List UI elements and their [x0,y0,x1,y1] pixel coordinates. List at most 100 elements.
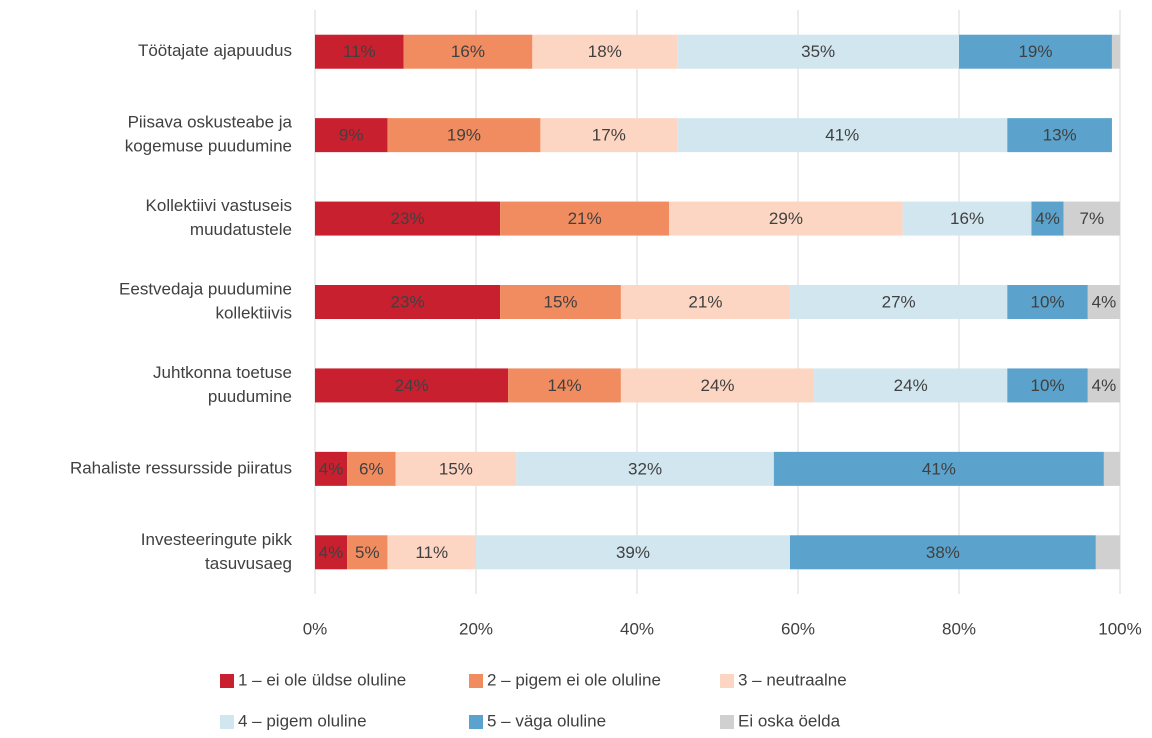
bar-segment [516,451,774,486]
bar-segment [540,118,678,153]
data-label: 32% [628,459,662,478]
data-label: 24% [700,376,734,395]
data-label: 19% [1018,42,1052,61]
data-label: 13% [1043,126,1077,145]
bar-segment [532,34,678,69]
bar-segment [315,201,501,236]
y-tick-label: tasuvusaeg [205,554,292,573]
bar-segment [814,368,1008,403]
data-label: 21% [568,209,602,228]
legend-label: 4 – pigem oluline [238,711,367,730]
data-label: 11% [415,543,448,562]
y-tick-label: muudatustele [190,220,292,239]
data-label: 10% [1031,292,1065,311]
legend-swatch [469,715,483,729]
legend-swatch [469,674,483,688]
x-tick-label: 0% [303,619,328,638]
bar-segment [403,34,533,69]
bar-segment [620,368,815,403]
bar-segment [1095,535,1120,570]
y-tick-label: Piisava oskusteabe ja [128,113,293,132]
data-label: 14% [548,376,582,395]
bar-segment [1087,285,1120,319]
bar-segment [789,285,1008,319]
data-label: 4% [319,543,344,562]
bar-segment [395,451,517,486]
y-tick-label: puudumine [208,387,292,406]
y-tick-label: Töötajate ajapuudus [138,41,292,60]
data-label: 10% [1031,376,1065,395]
bar-segment [387,118,541,153]
data-label: 38% [926,543,960,562]
x-tick-label: 60% [781,619,815,638]
bar-segment [677,34,959,69]
bar-segment [1103,451,1120,486]
data-label: 4% [1092,292,1117,311]
legend-swatch [220,674,234,688]
bar-segment [1007,368,1088,403]
data-label: 4% [1035,209,1060,228]
bar-segment [1031,201,1064,236]
data-label: 23% [391,209,425,228]
y-tick-label: Juhtkonna toetuse [153,363,292,382]
data-label: 27% [882,292,916,311]
bar-segment [315,285,501,319]
y-tick-label: kogemuse puudumine [125,137,292,156]
legend-label: Ei oska öelda [738,711,841,730]
data-label: 15% [439,459,473,478]
data-label: 19% [447,126,481,145]
bar-segment [1111,34,1120,69]
bar-segment [677,118,1008,153]
bar-segment [500,201,670,236]
data-label: 21% [688,292,722,311]
bar-segment [315,368,509,403]
bar-segment [959,34,1112,69]
data-label: 11% [343,42,376,61]
bar-segment [347,535,388,570]
bar-segment [500,285,621,319]
y-tick-label: Investeeringute pikk [141,530,293,549]
data-label: 4% [319,459,344,478]
bar-segment [773,451,1104,486]
legend-label: 1 – ei ole üldse oluline [238,670,406,689]
x-tick-label: 40% [620,619,654,638]
bar-segment [1007,118,1112,153]
bar-segment [315,118,388,153]
data-label: 4% [1092,376,1117,395]
bar-segment [1087,368,1120,403]
data-label: 41% [922,459,956,478]
data-label: 41% [825,126,859,145]
legend-label: 3 – neutraalne [738,670,847,689]
legend-swatch [720,715,734,729]
data-label: 9% [339,126,364,145]
data-label: 35% [801,42,835,61]
legend-swatch [220,715,234,729]
data-label: 17% [592,126,626,145]
bar-segment [315,34,404,69]
y-tick-label: kollektiivis [215,303,292,322]
data-label: 7% [1080,209,1105,228]
bar-segment [669,201,903,236]
y-tick-label: Eestvedaja puudumine [119,279,292,298]
data-label: 16% [451,42,485,61]
bar-segment [387,535,476,570]
data-label: 39% [616,543,650,562]
x-tick-label: 20% [459,619,493,638]
bar-segment [508,368,621,403]
data-label: 5% [355,543,380,562]
data-label: 24% [894,376,928,395]
bar-segment [1007,285,1088,319]
bar-segment [315,451,348,486]
legend-label: 5 – väga oluline [487,711,606,730]
data-label: 23% [391,292,425,311]
data-label: 18% [588,42,622,61]
bar-segment [902,201,1032,236]
x-tick-label: 100% [1098,619,1141,638]
bar-segment [789,535,1096,570]
data-label: 24% [395,376,429,395]
legend-label: 2 – pigem ei ole oluline [487,670,661,689]
bar-segment [315,535,348,570]
data-label: 15% [544,292,578,311]
bar-segment [476,535,790,570]
